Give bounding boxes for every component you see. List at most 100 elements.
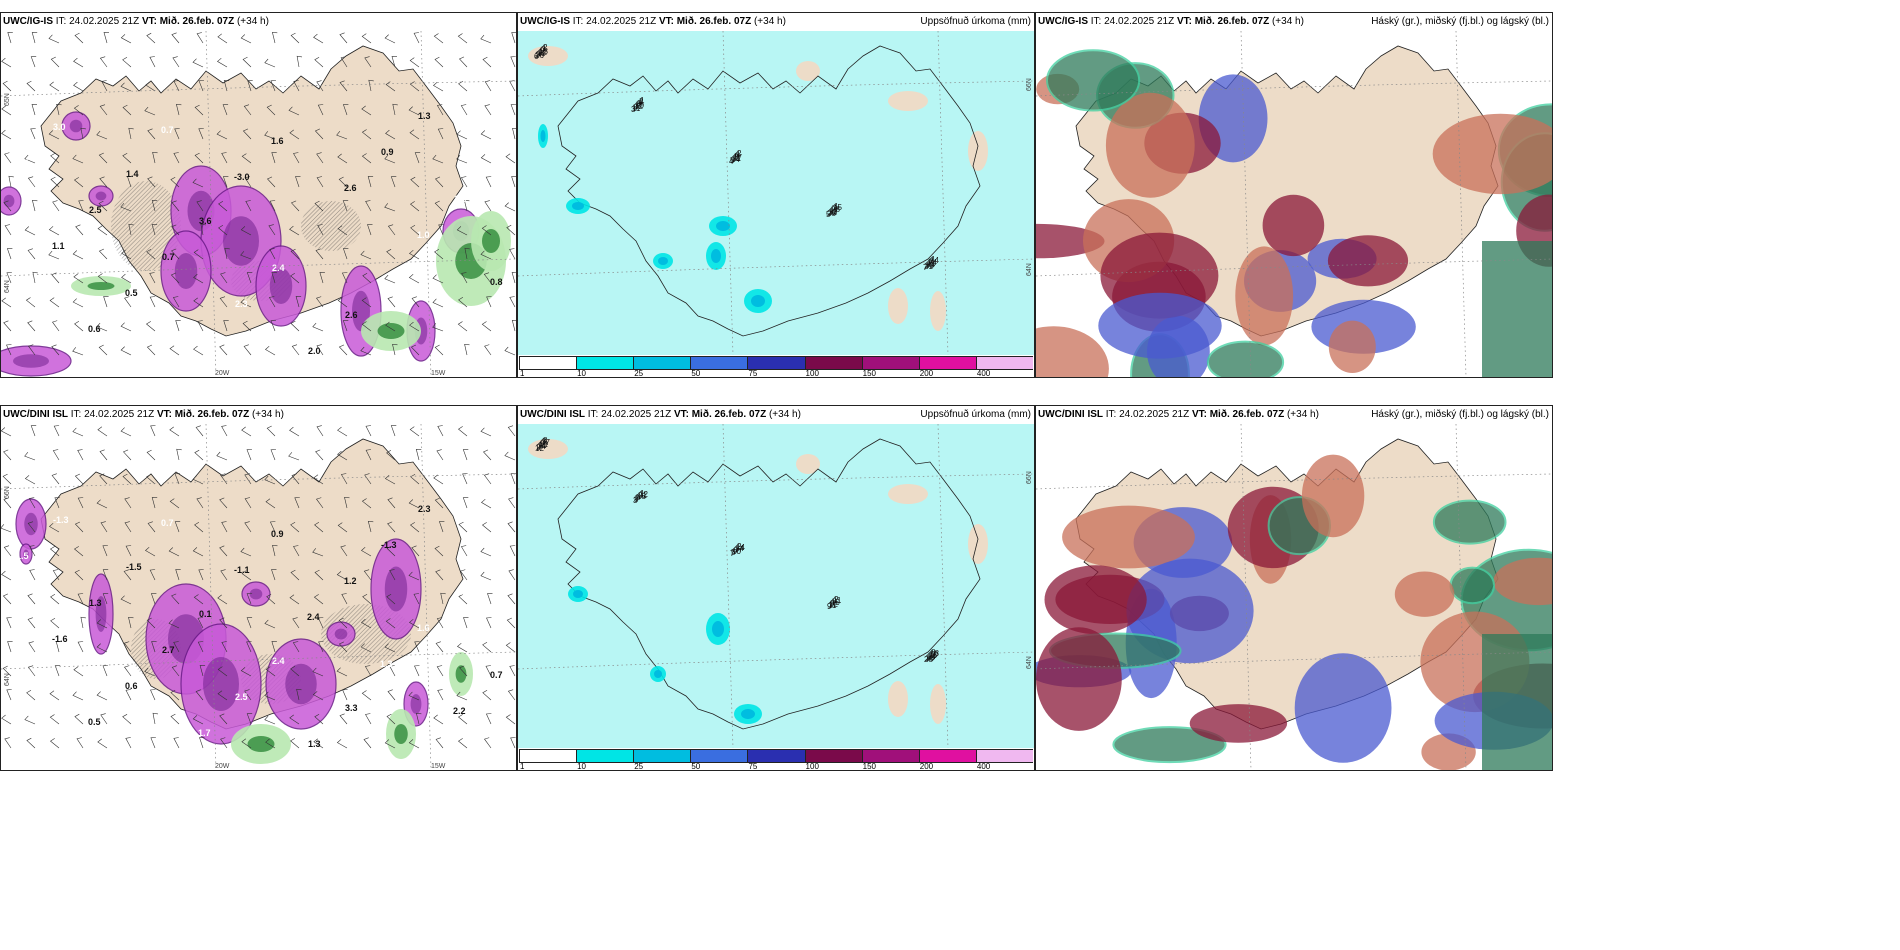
wind-value-label: 1.3 [89,598,102,608]
wind-barb [458,56,468,68]
wind-value-label: 2.3 [418,504,431,514]
colorbar-cell [747,749,805,763]
grid-label: 64N [1026,263,1033,276]
precip-value-label: 12 [539,440,548,449]
precip-value-label: 12 [639,490,648,499]
wind-barb [2,593,12,605]
colorbar-label: 75 [748,762,758,771]
precip-values: 8122831214111837211481091817191612569141… [535,436,939,664]
precip-value-label: 2 [734,152,739,161]
precip-value-label: 11 [632,104,641,113]
wind-value-label: 3.6 [199,216,212,226]
wind-barb [459,665,468,677]
wind-barb [413,593,420,605]
wind-barb [368,79,374,92]
wind-barb [265,666,276,677]
precip-value-label: 7 [730,549,735,558]
wind-barb [389,665,396,677]
precip-value-label: 2 [536,443,541,452]
precip-value-label: 4 [729,157,734,166]
wind-barb [122,104,132,116]
wind-barb [392,343,398,356]
precip-value-label: 13 [539,47,548,56]
wind-barb [318,641,324,653]
wind-value-label: 2.6 [345,310,358,320]
wind-barb [384,643,396,653]
wind-barb [480,34,492,44]
colorbar-label: 150 [862,369,877,378]
wind-barb [390,425,397,437]
wind-barb [120,34,132,44]
wind-barb [220,737,228,749]
wind-barb [199,665,206,677]
dry-area [930,291,946,331]
wind-barb [264,715,276,725]
wind-barb [216,451,228,461]
wind-barb [52,569,60,581]
cloud-map-canvas [1036,424,1552,770]
wind-barb [219,344,228,356]
colorbar-cell [576,749,634,763]
precip-value-label: 8 [929,257,934,266]
wind-barb [170,176,180,188]
wind-barb [264,345,276,356]
wind-barb [30,56,37,68]
wind-barb [80,616,86,629]
precip-value-label: 1 [542,44,547,53]
wind-value-label: 0.6 [125,681,138,691]
wind-barb [364,665,372,677]
wind-value-label: -1.5 [126,562,142,572]
wind-barb [409,201,420,212]
wind-barb [264,691,276,701]
wind-barb [290,32,300,44]
precip-value-label: 16 [925,654,934,663]
wind-barb [271,641,277,653]
wind-barb [432,81,444,92]
wind-barb [290,738,300,749]
wind-barb [365,449,372,461]
precip-value-label: 13 [925,261,934,270]
wind-barb [269,248,276,260]
wind-barb [389,569,396,581]
precip-value-label: 11 [927,259,936,268]
wind-barb [337,153,348,164]
colorbar-label: 1 [520,369,525,378]
wind-barb [361,33,372,44]
wind-barb [223,320,229,332]
wind-barb [224,247,230,260]
precip-value-label: 9 [540,439,545,448]
wind-barb [174,473,181,485]
wind-barb [244,497,252,509]
wind-value-label: 2.2 [453,706,466,716]
wind-barb [3,497,12,509]
wind-barb [482,56,492,68]
wind-barb [171,665,180,677]
wind-barb [193,594,204,605]
wind-barb [316,296,324,308]
cloud-panel-bottom: UWC/DINI ISL IT: 24.02.2025 21Z VT: Mið.… [1035,405,1553,771]
precip-value-label: 21 [638,491,647,500]
wind-barb [505,153,516,164]
wind-barb [433,33,444,44]
wind-barb [7,641,13,653]
cloud-area [1482,241,1552,377]
wind-barb [168,547,180,557]
wind-barb [194,152,204,164]
wind-barb [367,176,374,188]
wind-barb [172,56,180,68]
wind-barb [314,200,324,212]
wind-barb [390,176,397,188]
init-time: IT: 24.02.2025 21Z [1088,16,1177,27]
cloud-area [1493,557,1552,606]
wind-barb [338,617,348,629]
wind-barb [174,521,181,533]
wind-value-label: 0.9 [381,147,394,157]
wind-barb [435,737,444,749]
wind-barb [507,425,516,437]
wind-barb [243,344,252,356]
dry-area [888,91,928,111]
wind-barb [219,296,228,308]
precip-value-label: 17 [734,545,743,554]
colorbar-label: 150 [862,762,877,771]
colorbar-label: 10 [577,369,587,378]
